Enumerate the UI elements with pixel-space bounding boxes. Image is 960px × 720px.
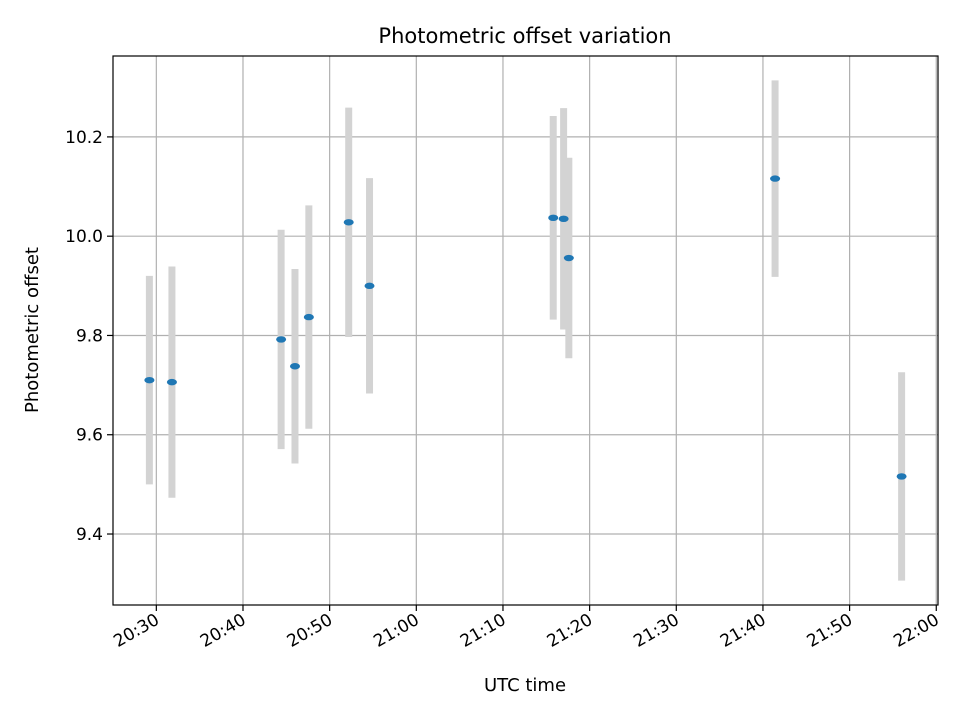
data-point [303, 313, 314, 321]
data-point [289, 363, 300, 370]
data-point [558, 215, 569, 223]
y-axis-ticks: 9.4 9.6 9.8 10.0 10.2 [65, 128, 113, 545]
grid [113, 56, 938, 605]
data-point [548, 214, 559, 222]
y-tick-label: 9.6 [76, 426, 103, 446]
data-point [563, 254, 574, 262]
data-point [343, 219, 354, 226]
y-tick-label: 9.8 [76, 326, 103, 346]
data-point [770, 175, 781, 182]
data-point [896, 473, 907, 480]
y-tick-label: 9.4 [76, 525, 103, 545]
y-tick-label: 10.2 [65, 128, 103, 148]
y-axis-label: Photometric offset [22, 247, 43, 413]
data-points [144, 175, 907, 480]
x-axis-label: UTC time [484, 675, 566, 696]
data-point [144, 376, 155, 384]
chart-title: Photometric offset variation [378, 24, 671, 48]
data-point [276, 336, 287, 343]
data-point [166, 378, 177, 386]
y-tick-label: 10.0 [65, 227, 103, 247]
data-point [364, 282, 375, 290]
plot-frame [112, 55, 939, 606]
